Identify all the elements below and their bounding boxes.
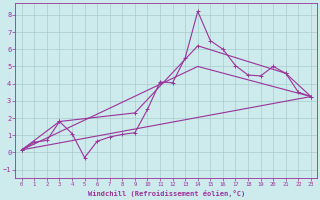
X-axis label: Windchill (Refroidissement éolien,°C): Windchill (Refroidissement éolien,°C) [88, 190, 245, 197]
